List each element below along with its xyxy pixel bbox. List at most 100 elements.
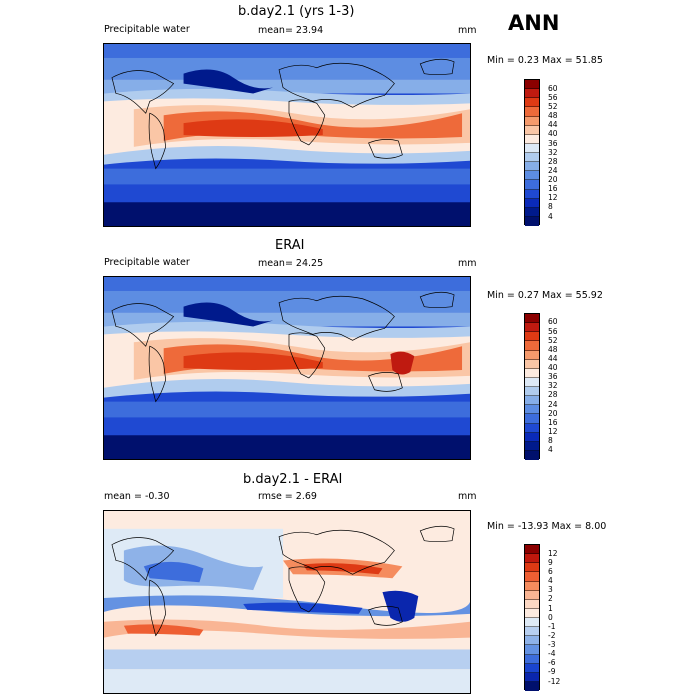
colorbar-label: 24 (548, 166, 558, 175)
colorbar-reference (524, 313, 540, 460)
colorbar-label: 36 (548, 372, 558, 381)
colorbar-swatch (525, 80, 539, 90)
colorbar-label: 48 (548, 345, 558, 354)
colorbar-label: 28 (548, 157, 558, 166)
colorbar-label: 1 (548, 604, 553, 613)
map-model (103, 43, 471, 227)
colorbar-swatch (525, 134, 539, 144)
colorbar-label: 56 (548, 93, 558, 102)
colorbar-swatch (525, 396, 539, 406)
variable-label: Precipitable water (104, 257, 190, 268)
world-map-field (104, 511, 470, 693)
colorbar-label: 40 (548, 363, 558, 372)
colorbar-label: 3 (548, 585, 553, 594)
colorbar-swatch (525, 341, 539, 351)
colorbar-label: 2 (548, 594, 553, 603)
season-label: ANN (508, 11, 560, 35)
colorbar-swatch (525, 107, 539, 117)
colorbar-label: 9 (548, 558, 553, 567)
mean-label: mean= 24.25 (258, 258, 324, 269)
colorbar-label: 24 (548, 400, 558, 409)
colorbar-label: 32 (548, 148, 558, 157)
colorbar-label: 56 (548, 327, 558, 336)
colorbar-label: 52 (548, 102, 558, 111)
colorbar-label: -2 (548, 631, 556, 640)
colorbar-swatch (525, 89, 539, 99)
colorbar-swatch (525, 450, 539, 460)
colorbar-swatch (525, 432, 539, 442)
colorbar-label: 20 (548, 409, 558, 418)
colorbar-swatch (525, 663, 539, 673)
colorbar-swatch (525, 125, 539, 135)
colorbar-swatch (525, 554, 539, 564)
panel-title: b.day2.1 (yrs 1-3) (238, 4, 355, 19)
colorbar-swatch (525, 98, 539, 108)
colorbar-swatch (525, 323, 539, 333)
colorbar-swatch (525, 180, 539, 190)
colorbar-model (524, 79, 540, 226)
colorbar-label: -9 (548, 667, 556, 676)
colorbar-swatch (525, 332, 539, 342)
colorbar-swatch (525, 189, 539, 199)
colorbar-label: 8 (548, 436, 553, 445)
colorbar-label: 44 (548, 120, 558, 129)
minmax-label: Min = 0.23 Max = 51.85 (487, 55, 603, 66)
map-reference (103, 276, 471, 460)
colorbar-label: -4 (548, 649, 556, 658)
colorbar-label: 16 (548, 184, 558, 193)
colorbar-label: -3 (548, 640, 556, 649)
colorbar-label: 12 (548, 427, 558, 436)
units-label: mm (458, 25, 477, 36)
colorbar-difference (524, 544, 540, 691)
colorbar-swatch (525, 681, 539, 691)
colorbar-swatch (525, 423, 539, 433)
colorbar-label: 20 (548, 175, 558, 184)
mean-label: mean= 23.94 (258, 25, 324, 36)
map-difference (103, 510, 471, 694)
world-map-field (104, 277, 470, 459)
colorbar-swatch (525, 314, 539, 324)
colorbar-swatch (525, 599, 539, 609)
colorbar-swatch (525, 654, 539, 664)
colorbar-label: 4 (548, 212, 553, 221)
colorbar-swatch (525, 627, 539, 637)
colorbar-swatch (525, 414, 539, 424)
colorbar-swatch (525, 441, 539, 451)
colorbar-swatch (525, 572, 539, 582)
colorbar-swatch (525, 171, 539, 181)
colorbar-label: 28 (548, 390, 558, 399)
colorbar-swatch (525, 645, 539, 655)
colorbar-swatch (525, 143, 539, 153)
colorbar-swatch (525, 387, 539, 397)
colorbar-label: 12 (548, 193, 558, 202)
colorbar-swatch (525, 216, 539, 226)
colorbar-swatch (525, 545, 539, 555)
colorbar-swatch (525, 198, 539, 208)
colorbar-label: 48 (548, 111, 558, 120)
panel-title: ERAI (275, 238, 305, 253)
world-map-field (104, 44, 470, 226)
colorbar-swatch (525, 563, 539, 573)
colorbar-label: 32 (548, 381, 558, 390)
colorbar-swatch (525, 116, 539, 126)
colorbar-swatch (525, 405, 539, 415)
colorbar-label: 6 (548, 567, 553, 576)
colorbar-label: -6 (548, 658, 556, 667)
rmse-label: rmse = 2.69 (258, 491, 317, 502)
colorbar-swatch (525, 153, 539, 163)
colorbar-label: 8 (548, 202, 553, 211)
units-label: mm (458, 258, 477, 269)
colorbar-swatch (525, 590, 539, 600)
colorbar-label: 16 (548, 418, 558, 427)
colorbar-label: 0 (548, 613, 553, 622)
colorbar-swatch (525, 359, 539, 369)
colorbar-label: 12 (548, 549, 558, 558)
colorbar-swatch (525, 672, 539, 682)
colorbar-label: 60 (548, 84, 558, 93)
colorbar-swatch (525, 608, 539, 618)
colorbar-label: 4 (548, 445, 553, 454)
colorbar-swatch (525, 618, 539, 628)
colorbar-swatch (525, 581, 539, 591)
colorbar-label: 52 (548, 336, 558, 345)
colorbar-label: 40 (548, 129, 558, 138)
